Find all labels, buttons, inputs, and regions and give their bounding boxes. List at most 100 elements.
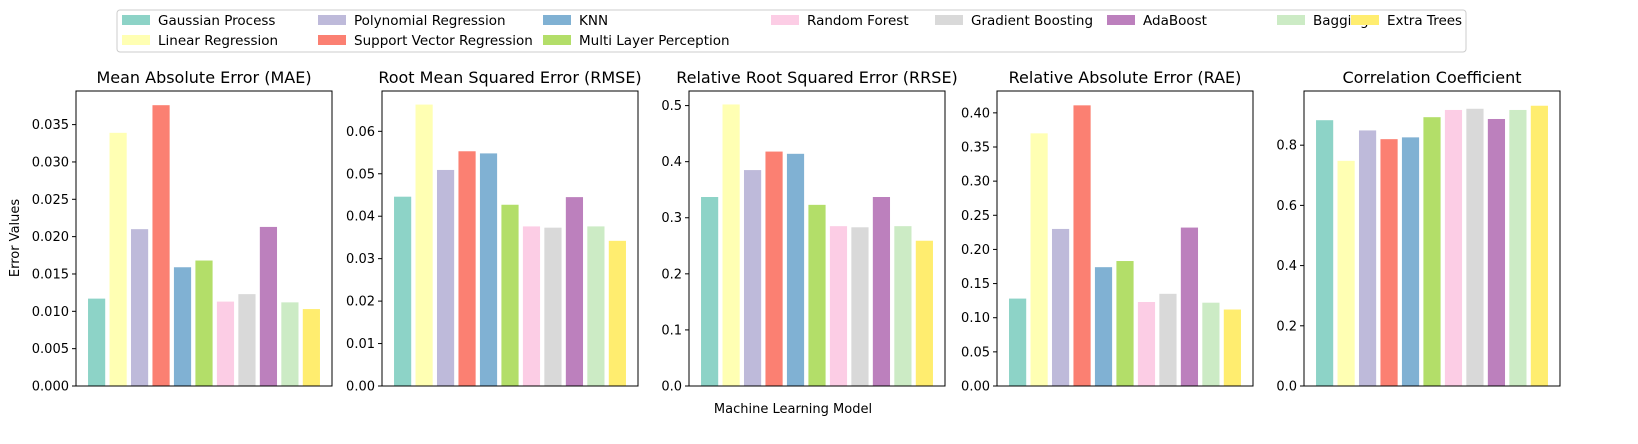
bar-gaussian-process: [1009, 298, 1027, 386]
y-tick-label: 0.3: [661, 211, 682, 226]
bar-bagging: [1509, 109, 1527, 387]
y-tick-label: 0.4: [661, 155, 682, 170]
y-tick-label: 0.40: [961, 106, 990, 121]
panel-2: 0.00 0.01 0.02 0.03 0.04 0.05 0.06 Root Mean Sq…: [346, 68, 642, 395]
legend-entry-gaussian-process: Gaussian Process: [122, 13, 275, 29]
bar-gradient-boosting: [851, 227, 869, 386]
bar-knn: [786, 153, 805, 386]
y-tick-label: 0.005: [32, 342, 69, 357]
bar-knn: [1094, 267, 1113, 386]
legend-label: Gaussian Process: [158, 13, 275, 29]
legend-entry-multi-layer-perception: Multi Layer Perception: [543, 33, 730, 49]
legend-swatch: [935, 15, 963, 25]
panel-5: 0.0 0.2 0.4 0.6 0.8 Correlation Coefficient: [1276, 68, 1561, 395]
legend-label: AdaBoost: [1143, 13, 1207, 29]
bar-bagging: [281, 302, 299, 386]
bar-polynomial-regression: [1051, 228, 1070, 386]
bar-knn: [1401, 137, 1420, 386]
y-tick-label: 0.06: [346, 125, 375, 140]
bar-gaussian-process: [88, 298, 106, 386]
legend-label: KNN: [579, 13, 608, 29]
bar-multi-layer-perception: [195, 260, 213, 386]
bar-bagging: [894, 226, 912, 386]
bar-polynomial-regression: [436, 169, 455, 386]
bar-polynomial-regression: [1358, 130, 1377, 386]
y-tick-label: 0.05: [346, 167, 375, 182]
bar-gaussian-process: [701, 197, 719, 386]
bar-gradient-boosting: [1159, 293, 1177, 386]
y-tick-label: 0.01: [346, 337, 375, 352]
y-tick-label: 0.35: [961, 140, 990, 155]
bar-extra-trees: [1530, 105, 1548, 386]
legend-entry-gradient-boosting: Gradient Boosting: [935, 13, 1093, 29]
legend-entry-linear-regression: Linear Regression: [122, 33, 278, 49]
legend-entry-knn: KNN: [543, 13, 608, 29]
chart-panels: 0.000 0.005 0.010 0.015 0.020 0.025 0.030 0.035…: [32, 68, 1561, 395]
y-tick-label: 0.015: [32, 267, 69, 282]
y-tick-label: 0.05: [961, 345, 990, 360]
panel-title: Root Mean Squared Error (RMSE): [378, 68, 641, 87]
bar-adaboost: [259, 226, 278, 386]
axes-frame: [996, 90, 1254, 387]
x-axis-label: Machine Learning Model: [714, 402, 872, 417]
panel-title: Correlation Coefficient: [1342, 68, 1521, 87]
y-axis-label: Error Values: [8, 199, 23, 278]
legend-swatch: [543, 15, 571, 25]
legend-swatch: [1277, 15, 1305, 25]
bar-adaboost: [872, 197, 891, 386]
bar-adaboost: [1180, 227, 1199, 386]
bar-random-forest: [829, 226, 848, 386]
y-tick-label: 0.1: [661, 323, 682, 338]
legend-label: Support Vector Regression: [354, 33, 533, 49]
bar-gaussian-process: [1316, 120, 1334, 386]
legend-swatch: [318, 35, 346, 45]
legend-label: Linear Regression: [158, 33, 278, 49]
axes-frame: [381, 90, 639, 387]
panel-1: 0.000 0.005 0.010 0.015 0.020 0.025 0.030 0.035…: [32, 68, 333, 395]
legend-entry-support-vector-regression: Support Vector Regression: [318, 33, 533, 49]
bar-support-vector-regression: [765, 151, 783, 386]
panel-title: Relative Root Squared Error (RRSE): [676, 68, 958, 87]
panel-3: 0.0 0.1 0.2 0.3 0.4 0.5 Relative Root Squared …: [661, 68, 957, 395]
y-tick-label: 0.20: [961, 243, 990, 258]
legend-label: Random Forest: [807, 13, 909, 29]
legend-label: Extra Trees: [1387, 13, 1462, 29]
bar-extra-trees: [302, 309, 320, 386]
bar-bagging: [587, 226, 605, 386]
legend-label: Polynomial Regression: [354, 13, 506, 29]
bar-random-forest: [1137, 302, 1156, 386]
y-tick-label: 0.6: [1276, 199, 1297, 214]
bar-random-forest: [522, 226, 541, 386]
bar-support-vector-regression: [1380, 139, 1398, 386]
bar-multi-layer-perception: [1423, 117, 1441, 386]
legend-entry-extra-trees: Extra Trees: [1351, 13, 1462, 29]
legend-swatch: [318, 15, 346, 25]
bar-linear-regression: [415, 104, 433, 386]
y-tick-label: 0.00: [346, 380, 375, 395]
y-tick-label: 0.02: [346, 295, 375, 310]
bar-extra-trees: [1223, 309, 1241, 386]
y-tick-label: 0.0: [661, 380, 682, 395]
legend: Gaussian Process Linear Regression Polynom…: [116, 9, 1467, 53]
legend-swatch: [771, 15, 799, 25]
y-tick-label: 0.000: [32, 380, 69, 395]
bar-multi-layer-perception: [808, 204, 826, 386]
legend-swatch: [1351, 15, 1379, 25]
bar-linear-regression: [1030, 133, 1048, 386]
bar-gradient-boosting: [238, 294, 256, 386]
bar-multi-layer-perception: [1116, 261, 1134, 386]
panel-4: 0.00 0.05 0.10 0.15 0.20 0.25 0.30 0.35 0.40 Rela…: [961, 68, 1254, 395]
panel-title: Mean Absolute Error (MAE): [96, 68, 311, 87]
axes-frame: [688, 90, 946, 387]
legend-label: Multi Layer Perception: [579, 33, 730, 49]
legend-entry-polynomial-regression: Polynomial Regression: [318, 13, 506, 29]
y-tick-label: 0.4: [1276, 259, 1297, 274]
bar-polynomial-regression: [743, 170, 762, 386]
y-tick-label: 0.8: [1276, 139, 1297, 154]
y-tick-label: 0.2: [661, 267, 682, 282]
bar-random-forest: [1444, 109, 1463, 387]
axes-frame: [1303, 90, 1561, 387]
bar-linear-regression: [109, 132, 127, 386]
y-tick-label: 0.30: [961, 175, 990, 190]
